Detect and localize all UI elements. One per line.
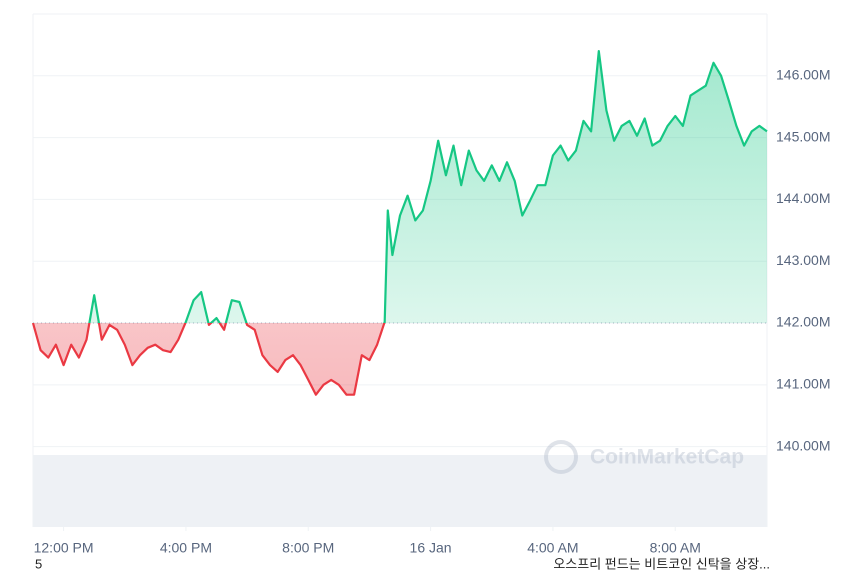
footer-left: 5 [35,556,42,571]
x-tick-label: 16 Jan [410,540,452,556]
area-above [33,51,767,324]
area-below [33,323,385,395]
x-tick-label: 12:00 PM [34,540,94,556]
news-ticker[interactable]: 오스프리 펀드는 비트코인 신탁을 상장... [553,556,770,571]
plot [31,50,768,396]
x-tick-label: 4:00 PM [160,540,212,556]
y-tick-label: 146.00M [776,67,830,83]
y-tick-label: 140.00M [776,437,830,453]
watermark-text: CoinMarketCap [590,446,744,469]
watermark: CoinMarketCap [544,440,744,474]
x-tick-label: 8:00 AM [650,540,701,556]
watermark-logo [544,440,578,474]
y-tick-label: 141.00M [776,376,830,392]
volume-band [33,455,767,527]
price-line [31,50,768,396]
y-tick-label: 142.00M [776,314,830,330]
x-tick-label: 4:00 AM [527,540,578,556]
y-tick-label: 145.00M [776,128,830,144]
y-tick-label: 144.00M [776,190,830,206]
x-tick-label: 8:00 PM [282,540,334,556]
y-tick-label: 143.00M [776,252,830,268]
